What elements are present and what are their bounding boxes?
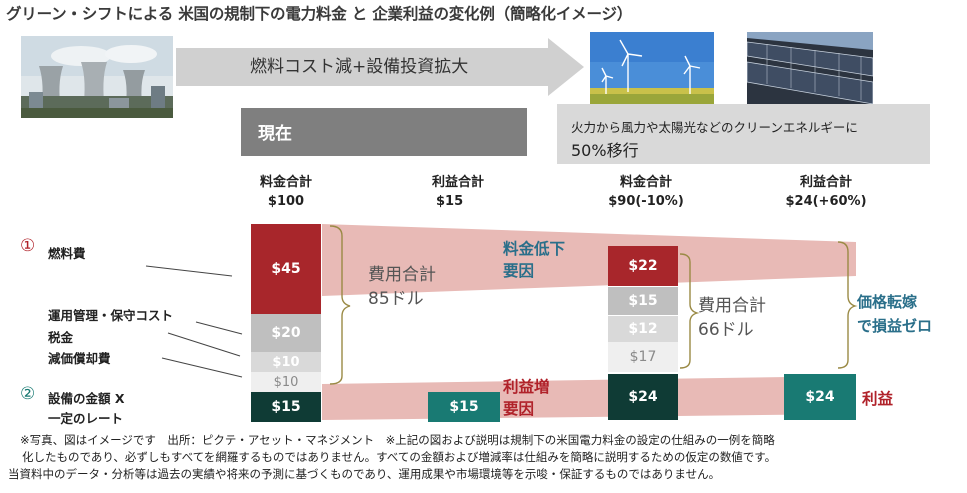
- column-header-title: 利益合計: [431, 175, 484, 190]
- cost-total-future-label: 費用合計: [698, 296, 766, 316]
- pointer-line-opex: [195, 321, 243, 335]
- arrow-label: 燃料コスト減+設備投資拡大: [250, 57, 469, 77]
- pass-through-line1: 価格転嫁: [857, 293, 918, 311]
- asset-number: ②: [20, 384, 36, 404]
- column-header-value: $15: [436, 194, 464, 209]
- footnote-line: ※写真、図はイメージです 出所：ピクテ・アセット・マネジメント ※上記の図および…: [20, 433, 775, 447]
- footnote-line: 化したものであり、必ずしもすべてを網羅するものではありません。すべての金額および…: [22, 450, 777, 464]
- column-header-rate-future: 料金合計 $90(-10%): [596, 173, 696, 211]
- cost-total-now-label: 費用合計: [368, 265, 436, 285]
- future-state-description: 火力から風力や太陽光などのクリーンエネルギーに: [571, 120, 858, 135]
- bar-future-opex: $15: [608, 287, 678, 315]
- profit-now-bar: $15: [428, 392, 500, 422]
- rate-reduction-annotation: 料金低下 要因: [503, 238, 565, 282]
- profit-increase-line2: 要因: [503, 400, 535, 418]
- pointer-line-fuel: [145, 265, 233, 277]
- power-plant-photo: [21, 36, 173, 118]
- column-header-title: 利益合計: [799, 175, 852, 190]
- profit-increase-band: [322, 376, 856, 420]
- footnotes: ※写真、図はイメージです 出所：ピクテ・アセット・マネジメント ※上記の図および…: [8, 432, 776, 483]
- column-header-value: $90(-10%): [608, 194, 684, 209]
- pointer-line-tax: [167, 332, 241, 357]
- column-header-value: $24(+60%): [785, 194, 867, 209]
- pass-through-annotation: 価格転嫁 で損益ゼロ: [857, 290, 932, 338]
- future-state-percentage: 50%移行: [571, 141, 639, 160]
- column-header-title: 料金合計: [259, 175, 312, 190]
- cost-total-now: 費用合計 85ドル: [368, 263, 436, 311]
- page-title: グリーン・シフトによる 米国の規制下の電力料金 と 企業利益の変化例（簡略化イメ…: [6, 5, 633, 23]
- bar-now-profit: $15: [251, 392, 321, 422]
- bar-now-tax: $10: [251, 352, 321, 372]
- pass-through-brace: [837, 241, 858, 369]
- solar-panel-photo: [747, 32, 873, 104]
- pass-through-line2: で損益ゼロ: [857, 317, 933, 335]
- bar-future-profit: $24: [608, 374, 678, 420]
- column-header-value: $100: [267, 194, 305, 209]
- column-header-profit-now: 利益合計 $15: [418, 173, 498, 211]
- profit-future-bar: $24: [784, 374, 856, 420]
- profit-increase-annotation: 利益増 要因: [503, 376, 550, 420]
- transition-arrow: [176, 38, 584, 96]
- wind-turbine-photo: [590, 32, 714, 104]
- asset-label-line1: 設備の金額 X: [48, 391, 125, 406]
- rate-reduction-band: [322, 224, 856, 296]
- footnote-line: 当資料中のデータ・分析等は過去の実績や将来の予測に基づくものであり、運用成果や市…: [8, 467, 721, 481]
- bar-now-fuel: $45: [251, 224, 321, 314]
- fuel-label: 燃料費: [48, 246, 86, 261]
- rate-reduction-line2: 要因: [503, 262, 535, 280]
- depreciation-label: 減価償却費: [48, 351, 111, 366]
- column-header-rate-now: 料金合計 $100: [246, 173, 326, 211]
- rate-reduction-line1: 料金低下: [503, 240, 566, 258]
- bar-future-tax: $12: [608, 316, 678, 342]
- bar-now-opex: $20: [251, 314, 321, 352]
- pointer-line-depr: [161, 357, 243, 378]
- future-state-banner: [557, 104, 930, 164]
- current-state-banner: [241, 108, 527, 156]
- column-header-title: 料金合計: [619, 175, 672, 190]
- cost-brace-now: [329, 225, 351, 385]
- opex-label: 運用管理・保守コスト: [48, 308, 174, 323]
- bar-future-fuel: $22: [608, 246, 678, 286]
- cost-total-now-value: 85ドル: [368, 289, 424, 309]
- bar-future-depr: $17: [608, 342, 678, 372]
- cost-total-future-value: 66ドル: [698, 320, 754, 340]
- cost-total-future: 費用合計 66ドル: [698, 294, 766, 342]
- current-state-label: 現在: [258, 124, 292, 144]
- bar-now-depr: $10: [251, 372, 321, 392]
- tax-label: 税金: [48, 330, 74, 345]
- asset-label-line2: 一定のレート: [48, 411, 124, 426]
- column-header-profit-future: 利益合計 $24(+60%): [776, 173, 876, 211]
- profit-label: 利益: [862, 390, 894, 408]
- fuel-number: ①: [20, 236, 36, 256]
- cost-brace-future: [679, 253, 700, 369]
- profit-increase-line1: 利益増: [503, 378, 550, 396]
